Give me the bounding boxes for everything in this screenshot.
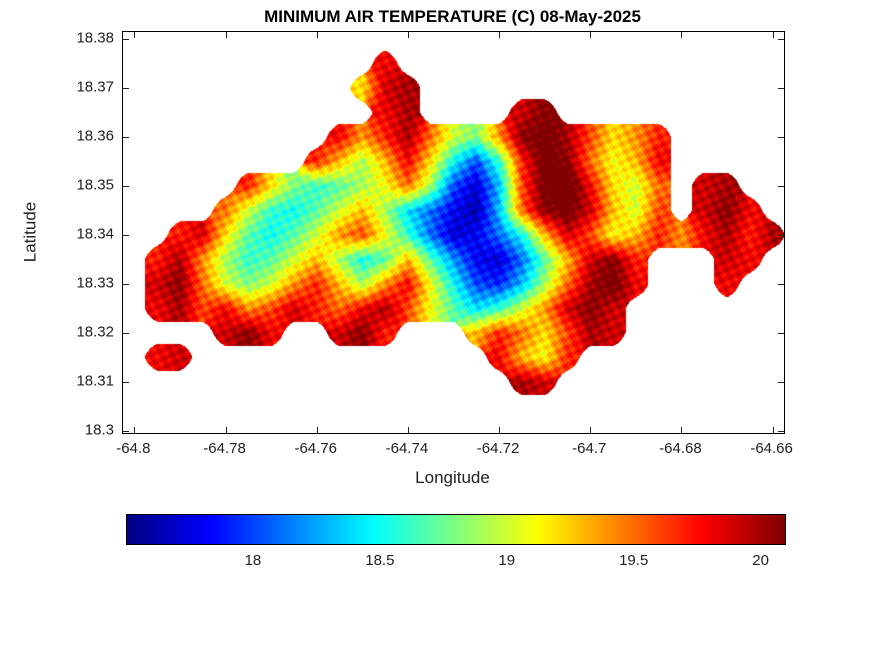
x-tick-label: -64.7 xyxy=(572,440,607,457)
y-tick-label: 18.35 xyxy=(76,176,114,194)
tick-mark xyxy=(590,32,591,38)
y-tick-label: 18.32 xyxy=(76,323,114,341)
tick-mark xyxy=(499,32,500,38)
x-tick-label: -64.76 xyxy=(294,440,338,457)
x-tick-label: -64.74 xyxy=(385,440,429,457)
tick-mark xyxy=(778,186,784,187)
tick-mark xyxy=(590,427,591,433)
tick-mark xyxy=(778,137,784,138)
x-tick-label: -64.72 xyxy=(476,440,520,457)
x-tick-label: -64.68 xyxy=(659,440,702,457)
y-axis-label: Latitude xyxy=(20,201,39,262)
tick-mark xyxy=(317,32,318,38)
colorbar-tick-label: 19.5 xyxy=(619,552,649,569)
tick-mark xyxy=(123,284,129,285)
chart-title: MINIMUM AIR TEMPERATURE (C) 08-May-2025 xyxy=(264,7,641,26)
y-tick-label: 18.38 xyxy=(76,29,114,47)
tick-mark xyxy=(681,32,682,38)
heatmap-canvas xyxy=(123,32,784,433)
tick-mark xyxy=(123,186,129,187)
tick-mark xyxy=(778,39,784,40)
tick-mark xyxy=(317,427,318,433)
tick-mark xyxy=(408,32,409,38)
tick-mark xyxy=(123,88,129,89)
tick-mark xyxy=(226,32,227,38)
tick-mark xyxy=(681,427,682,433)
tick-mark xyxy=(778,88,784,89)
tick-mark xyxy=(123,235,129,236)
tick-mark xyxy=(778,382,784,383)
tick-mark xyxy=(134,32,135,38)
colorbar-tick-label: 18.5 xyxy=(365,552,395,569)
y-tick-label: 18.31 xyxy=(76,372,114,390)
colorbar xyxy=(126,514,786,545)
y-tick-label: 18.33 xyxy=(76,274,114,292)
y-tick-label: 18.34 xyxy=(76,225,114,243)
plot-area xyxy=(122,31,785,434)
x-tick-label: -64.78 xyxy=(203,440,246,457)
colorbar-tick-label: 19 xyxy=(498,552,516,569)
tick-mark xyxy=(123,333,129,334)
tick-mark xyxy=(499,427,500,433)
x-axis-label: Longitude xyxy=(415,468,490,487)
colorbar-tick-label: 18 xyxy=(244,552,262,569)
tick-mark xyxy=(408,427,409,433)
y-tick-label: 18.3 xyxy=(84,421,114,439)
x-tick-label: -64.8 xyxy=(116,440,151,457)
tick-mark xyxy=(778,284,784,285)
colorbar-tick-label: 20 xyxy=(752,552,769,569)
colorbar-gradient xyxy=(127,515,785,544)
tick-mark xyxy=(123,137,129,138)
tick-mark xyxy=(778,431,784,432)
tick-mark xyxy=(778,235,784,236)
tick-mark xyxy=(123,431,129,432)
tick-mark xyxy=(134,427,135,433)
tick-mark xyxy=(773,427,774,433)
x-tick-label: -64.66 xyxy=(750,440,793,457)
tick-mark xyxy=(778,333,784,334)
y-tick-label: 18.36 xyxy=(76,127,114,145)
tick-mark xyxy=(123,39,129,40)
tick-mark xyxy=(226,427,227,433)
tick-mark xyxy=(123,382,129,383)
tick-mark xyxy=(773,32,774,38)
y-tick-label: 18.37 xyxy=(76,78,114,96)
